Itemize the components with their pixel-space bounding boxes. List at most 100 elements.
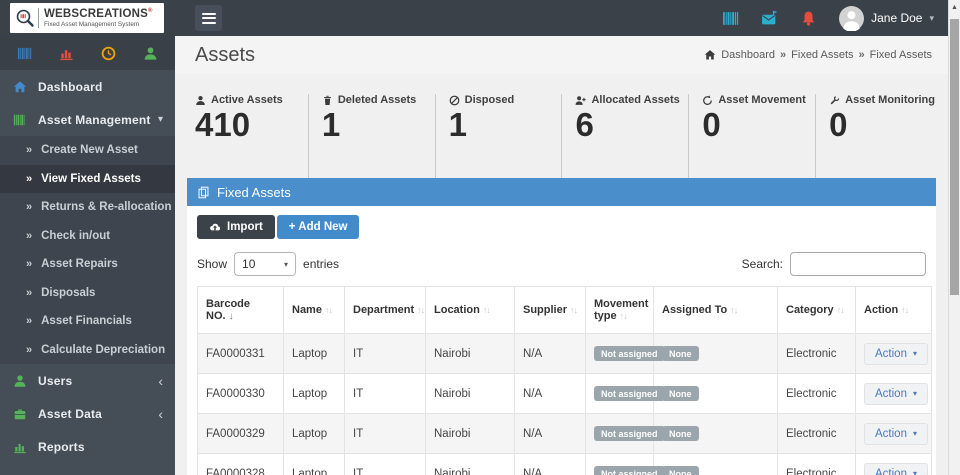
column-header-action[interactable]: Action ↑↓ bbox=[855, 286, 932, 334]
column-header-barcode[interactable]: Barcode NO. ↓ bbox=[197, 286, 284, 334]
mail-icon[interactable] bbox=[761, 10, 778, 27]
home-icon bbox=[13, 80, 27, 92]
sort-icon[interactable]: ↓ bbox=[228, 311, 234, 322]
sidebar-item-asset-data[interactable]: Asset Data ‹ bbox=[0, 397, 175, 430]
sidebar-toggle-button[interactable] bbox=[195, 5, 222, 31]
wrench-icon bbox=[830, 95, 840, 104]
sidebar-item-asset-financials[interactable]: » Asset Financials bbox=[0, 307, 175, 336]
stat-value: 0 bbox=[702, 106, 721, 143]
sidebar-item-disposals[interactable]: » Disposals bbox=[0, 278, 175, 307]
refresh-icon bbox=[703, 94, 713, 105]
sort-icon[interactable]: ↑↓ bbox=[482, 305, 491, 315]
cell-name: Laptop bbox=[283, 373, 345, 414]
search-input[interactable] bbox=[790, 252, 926, 276]
chevron-down-icon: ▾ bbox=[929, 12, 934, 23]
user-menu[interactable]: Jane Doe ▾ bbox=[839, 5, 934, 31]
sort-icon[interactable]: ↑↓ bbox=[901, 305, 909, 315]
sidebar-item-reports[interactable]: Reports bbox=[0, 430, 175, 463]
cell-barcode: FA0000331 bbox=[197, 333, 284, 374]
notifications-bell-icon[interactable] bbox=[800, 10, 817, 27]
submenu-arrow-icon: » bbox=[26, 172, 33, 185]
cell-category: Electronic bbox=[777, 333, 856, 374]
avatar bbox=[839, 5, 865, 31]
action-button[interactable]: Action ▾ bbox=[864, 382, 928, 405]
sidebar-item-view-fixed-assets[interactable]: » View Fixed Assets bbox=[0, 164, 175, 193]
cell-action: Action ▾ bbox=[855, 333, 932, 374]
barcode-icon[interactable] bbox=[17, 46, 32, 61]
cell-movement-type: Not assigned bbox=[585, 413, 665, 454]
magnifier-barcode-icon bbox=[16, 9, 34, 27]
status-badge: Not assigned bbox=[594, 426, 665, 441]
sidebar-item-calculate-depreciation[interactable]: » Calculate Depreciation bbox=[0, 335, 175, 364]
column-header-department[interactable]: Department ↑↓ bbox=[344, 286, 426, 334]
show-label: Show bbox=[197, 257, 228, 271]
sidebar-item-users[interactable]: Users ‹ bbox=[0, 364, 175, 397]
clock-icon[interactable] bbox=[101, 46, 116, 61]
page-size-select[interactable]: 10 ▾ bbox=[234, 252, 297, 276]
stat-value: 6 bbox=[575, 106, 594, 143]
import-button[interactable]: Import bbox=[197, 215, 275, 239]
sort-icon[interactable]: ↑↓ bbox=[619, 311, 628, 321]
sort-icon[interactable]: ↑↓ bbox=[417, 305, 425, 315]
panel-title: Fixed Assets bbox=[217, 184, 291, 200]
cloud-upload-icon bbox=[210, 223, 221, 231]
status-badge: None bbox=[662, 386, 699, 401]
user-icon bbox=[196, 95, 205, 105]
column-header-category[interactable]: Category ↑↓ bbox=[777, 286, 856, 334]
scroll-up-button[interactable]: ▲ bbox=[951, 4, 958, 11]
user-icon[interactable] bbox=[143, 46, 158, 61]
sidebar-item-dashboard[interactable]: Dashboard bbox=[0, 70, 175, 103]
scrollbar-thumb[interactable] bbox=[950, 19, 959, 295]
barcode-icon bbox=[13, 114, 25, 125]
sort-icon[interactable]: ↑↓ bbox=[836, 305, 845, 315]
sidebar-quick-icons bbox=[0, 36, 175, 70]
chevron-down-icon: ▾ bbox=[912, 429, 917, 438]
submenu-arrow-icon: » bbox=[26, 343, 33, 356]
user-icon bbox=[14, 374, 26, 387]
cell-supplier: N/A bbox=[514, 453, 586, 475]
column-header-movement-type[interactable]: Movement type ↑↓ bbox=[585, 286, 654, 334]
cell-barcode: FA0000330 bbox=[197, 373, 284, 414]
action-button[interactable]: Action ▾ bbox=[864, 462, 928, 475]
sort-icon[interactable]: ↑↓ bbox=[324, 305, 333, 315]
cell-location: Nairobi bbox=[425, 453, 515, 475]
stat-deleted-assets: Deleted Assets 1 bbox=[307, 94, 435, 178]
action-button[interactable]: Action ▾ bbox=[864, 342, 928, 365]
trash-icon bbox=[323, 95, 331, 105]
column-header-location[interactable]: Location ↑↓ bbox=[425, 286, 515, 334]
barcode-icon[interactable] bbox=[722, 10, 739, 27]
breadcrumb-fixed-assets[interactable]: Fixed Assets bbox=[791, 49, 854, 61]
submenu-arrow-icon: » bbox=[26, 315, 33, 328]
cell-category: Electronic bbox=[777, 373, 856, 414]
topbar-actions: Jane Doe ▾ bbox=[722, 0, 934, 36]
topbar: WEBSCREATIONS® Fixed Asset Management Sy… bbox=[0, 0, 948, 36]
cell-assigned-to: None bbox=[653, 333, 778, 374]
sidebar-item-asset-repairs[interactable]: » Asset Repairs bbox=[0, 250, 175, 279]
column-header-name[interactable]: Name ↑↓ bbox=[283, 286, 345, 334]
add-new-button[interactable]: + Add New bbox=[276, 215, 360, 239]
sidebar-item-asset-management[interactable]: Asset Management ▾ bbox=[0, 103, 175, 136]
table-row: FA0000329 Laptop IT Nairobi N/A Not assi… bbox=[197, 413, 932, 454]
table-row: FA0000330 Laptop IT Nairobi N/A Not assi… bbox=[197, 373, 932, 414]
status-badge: Not assigned bbox=[594, 466, 665, 475]
brand-tagline: Fixed Asset Management System bbox=[44, 20, 140, 28]
cell-assigned-to: None bbox=[653, 453, 778, 475]
sidebar-item-create-new-asset[interactable]: » Create New Asset bbox=[0, 136, 175, 165]
vertical-scrollbar[interactable]: ▲ bbox=[948, 0, 960, 475]
breadcrumb-dashboard[interactable]: Dashboard bbox=[721, 49, 776, 61]
sidebar-item-returns-reallocation[interactable]: » Returns & Re-allocation bbox=[0, 193, 175, 222]
stat-asset-movement: Asset Movement 0 bbox=[688, 94, 815, 178]
breadcrumb-separator: » bbox=[858, 49, 865, 61]
column-header-supplier[interactable]: Supplier ↑↓ bbox=[514, 286, 586, 334]
brand-logo[interactable]: WEBSCREATIONS® Fixed Asset Management Sy… bbox=[10, 3, 164, 33]
sidebar-item-check-in-out[interactable]: » Check in/out bbox=[0, 221, 175, 250]
stat-value: 0 bbox=[829, 106, 848, 143]
column-header-assigned-to[interactable]: Assigned To ↑↓ bbox=[653, 286, 778, 334]
cell-location: Nairobi bbox=[425, 373, 515, 414]
bar-chart-icon[interactable] bbox=[59, 46, 74, 61]
submenu-arrow-icon: » bbox=[26, 144, 33, 157]
action-button[interactable]: Action ▾ bbox=[864, 422, 928, 445]
sort-icon[interactable]: ↑↓ bbox=[570, 305, 578, 315]
sort-icon[interactable]: ↑↓ bbox=[730, 305, 738, 315]
sidebar-item-partial[interactable] bbox=[0, 468, 175, 475]
